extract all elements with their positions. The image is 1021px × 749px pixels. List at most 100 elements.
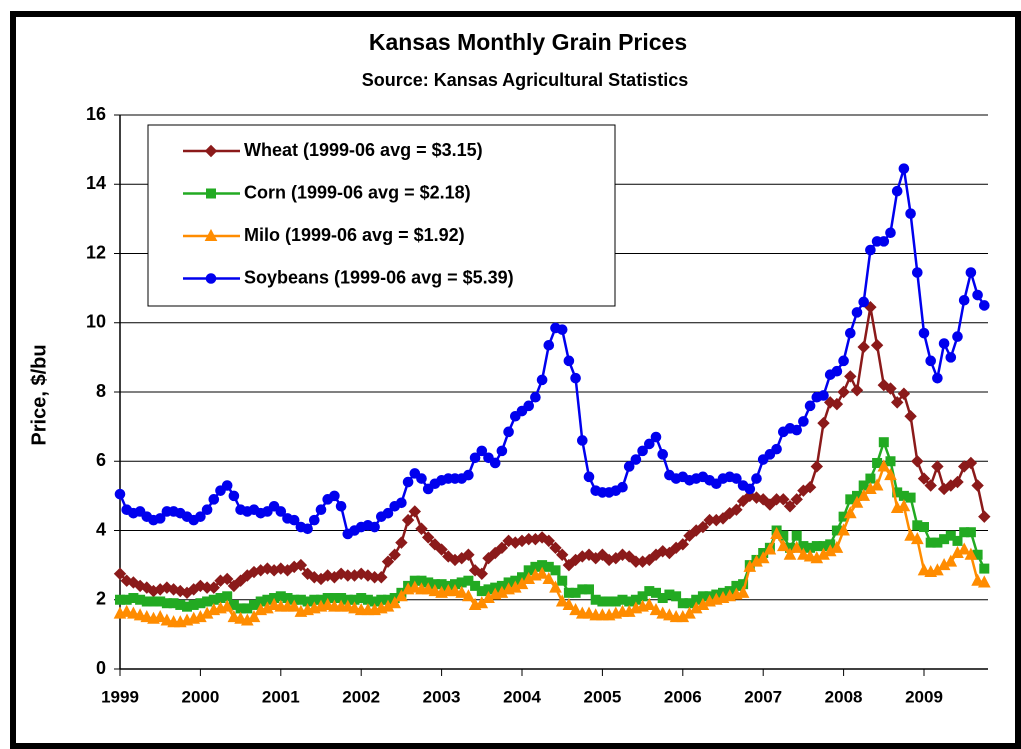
marker (341, 599, 355, 612)
marker (938, 338, 950, 349)
marker (582, 606, 596, 619)
marker (542, 534, 556, 548)
marker (496, 445, 508, 457)
marker (651, 587, 661, 598)
marker (463, 469, 474, 481)
marker (267, 597, 281, 610)
marker (663, 546, 676, 560)
marker (348, 601, 361, 614)
marker (979, 563, 990, 574)
marker (643, 553, 656, 567)
marker (771, 443, 782, 455)
marker (408, 580, 422, 593)
marker (637, 445, 648, 457)
marker (964, 547, 978, 560)
marker (958, 294, 970, 306)
marker (890, 396, 904, 409)
marker (201, 504, 213, 516)
marker (302, 523, 313, 535)
marker (329, 490, 340, 502)
x-tick-label: 2004 (503, 687, 541, 706)
legend-label: Milo (1999-06 avg = $1.92) (244, 225, 465, 245)
marker (851, 307, 863, 318)
marker (234, 574, 247, 587)
marker (435, 543, 448, 556)
marker (221, 480, 233, 491)
x-tick-label: 2002 (342, 687, 380, 706)
marker (207, 581, 221, 594)
marker (476, 445, 488, 457)
marker (401, 513, 415, 527)
marker (904, 410, 917, 423)
marker (649, 603, 663, 616)
marker (898, 163, 910, 174)
marker (388, 548, 401, 561)
marker (971, 573, 984, 586)
marker (924, 479, 937, 492)
marker (837, 523, 850, 536)
marker (964, 456, 978, 470)
marker (977, 575, 991, 588)
marker (375, 571, 388, 584)
marker (952, 331, 963, 342)
marker (396, 497, 407, 509)
marker (228, 490, 240, 502)
marker (421, 531, 435, 544)
marker (972, 289, 983, 301)
marker (884, 382, 897, 395)
marker (676, 538, 690, 551)
marker (428, 584, 442, 597)
marker (838, 355, 849, 367)
marker (536, 374, 548, 386)
marker (543, 339, 555, 351)
marker (421, 582, 435, 595)
marker (919, 522, 929, 533)
marker (382, 507, 394, 519)
marker (870, 478, 884, 491)
marker (563, 355, 575, 367)
marker (154, 513, 166, 524)
marker (160, 613, 174, 626)
marker (798, 416, 809, 427)
marker (315, 504, 327, 516)
x-tick-label: 2001 (262, 687, 300, 706)
y-tick-label: 12 (86, 242, 106, 262)
marker (731, 473, 742, 484)
marker (751, 473, 762, 484)
marker (234, 611, 247, 624)
marker (562, 597, 576, 610)
marker (817, 416, 830, 430)
marker (470, 580, 481, 591)
x-tick-label: 2006 (664, 687, 702, 706)
marker (830, 397, 844, 411)
marker (965, 267, 977, 278)
marker (120, 604, 134, 617)
marker (945, 530, 956, 541)
x-tick-label: 2003 (423, 687, 461, 706)
marker (204, 144, 218, 158)
marker (247, 609, 261, 623)
marker (696, 520, 710, 534)
y-tick-label: 6 (96, 450, 106, 470)
y-tick-label: 8 (96, 381, 106, 401)
marker (287, 599, 301, 612)
marker (415, 522, 428, 535)
marker (395, 536, 408, 549)
marker (763, 498, 777, 511)
marker (495, 541, 509, 555)
marker (783, 500, 797, 513)
marker (656, 606, 670, 619)
y-tick-label: 16 (86, 104, 106, 124)
marker (870, 339, 884, 352)
marker (790, 493, 803, 506)
marker (810, 460, 824, 473)
legend-label: Soybeans (1999-06 avg = $5.39) (244, 267, 514, 287)
marker (978, 510, 991, 523)
marker (555, 548, 569, 561)
marker (957, 542, 971, 555)
marker (416, 473, 427, 484)
marker (736, 585, 750, 598)
y-tick-label: 0 (96, 658, 106, 678)
marker (790, 540, 804, 553)
marker (951, 475, 964, 489)
